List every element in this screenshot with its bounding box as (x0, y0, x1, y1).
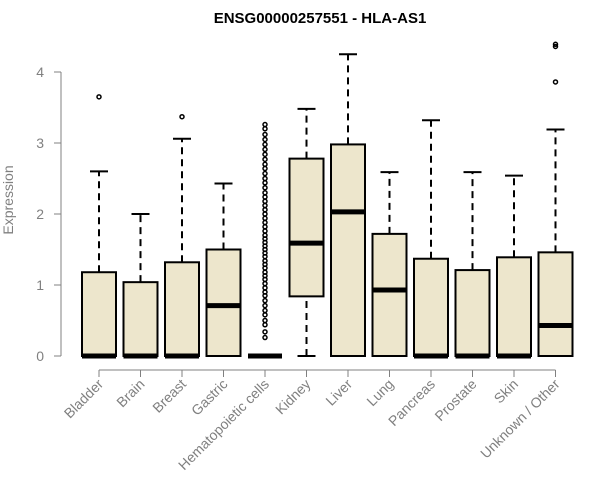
outlier-4-27 (262, 219, 268, 226)
outlier-4-43 (262, 146, 268, 153)
x-tick-label-0: Bladder (61, 376, 107, 422)
outlier-4-17 (262, 258, 268, 264)
outlier-4-40 (262, 161, 268, 168)
box-11 (537, 251, 574, 357)
x-tick-label-11: Unknown / Other (477, 376, 563, 462)
outlier-4-10 (262, 285, 268, 291)
outlier-4-41 (262, 156, 268, 163)
outlier-4-0 (262, 334, 268, 341)
box-group-3 (205, 182, 242, 357)
outlier-4-36 (262, 180, 268, 186)
outlier-4-1 (262, 329, 268, 335)
box-group-2 (164, 113, 200, 359)
box-2 (164, 261, 200, 357)
y-tick-label-2: 2 (36, 206, 44, 222)
outlier-4-48 (262, 121, 268, 128)
outlier-4-5 (262, 307, 268, 314)
chart-title: ENSG00000257551 - HLA-AS1 (214, 10, 427, 27)
plot-area (81, 41, 574, 359)
outlier-4-45 (262, 136, 268, 143)
box-3 (205, 248, 242, 357)
box-group-6 (330, 53, 366, 357)
x-tick-label-2: Breast (149, 376, 189, 416)
outlier-4-24 (262, 232, 268, 239)
box-group-4 (248, 121, 282, 359)
outlier-11-1 (552, 43, 559, 50)
x-tick-label-6: Liver (322, 376, 355, 409)
box-10 (496, 256, 532, 357)
outlier-4-3 (262, 317, 268, 324)
y-axis: 0 1 2 3 4 (36, 64, 62, 364)
y-tick-label-1: 1 (36, 277, 44, 293)
x-tick-label-1: Brain (113, 376, 147, 410)
y-tick-label-4: 4 (36, 64, 44, 80)
box-group-7 (371, 171, 408, 358)
outlier-4-6 (262, 302, 268, 309)
outlier-4-28 (262, 215, 268, 222)
box-group-5 (288, 107, 325, 357)
outlier-4-37 (262, 175, 268, 182)
outlier-4-25 (262, 228, 268, 234)
outlier-4-29 (262, 211, 268, 217)
box-8 (413, 257, 449, 358)
outlier-4-14 (262, 269, 268, 275)
outlier-4-46 (262, 131, 268, 138)
outlier-11-2 (552, 41, 559, 48)
outlier-11-0 (552, 79, 559, 85)
y-axis-title: Expression (0, 165, 16, 234)
outlier-0-0 (96, 94, 102, 100)
box-0 (81, 271, 117, 357)
outlier-4-39 (262, 165, 268, 172)
y-tick-label-3: 3 (36, 135, 44, 151)
box-7 (371, 232, 408, 358)
box-group-11 (537, 41, 574, 357)
box-group-9 (454, 171, 491, 359)
outlier-4-26 (262, 224, 268, 230)
outlier-4-11 (262, 280, 268, 287)
outlier-4-32 (262, 198, 268, 204)
outlier-4-31 (262, 202, 268, 209)
outlier-4-38 (262, 170, 268, 177)
box-group-8 (413, 119, 449, 359)
box-9 (454, 269, 491, 357)
outlier-4-33 (262, 194, 268, 200)
outlier-4-2 (262, 322, 268, 328)
outlier-4-34 (262, 189, 268, 196)
y-tick-label-0: 0 (36, 348, 44, 364)
x-tick-label-10: Skin (491, 376, 522, 407)
x-tick-label-7: Lung (363, 376, 396, 409)
outlier-4-4 (262, 312, 268, 318)
outlier-4-30 (262, 206, 268, 213)
outlier-4-7 (262, 297, 268, 304)
box-group-10 (496, 174, 532, 359)
outlier-4-35 (262, 184, 268, 191)
x-tick-label-5: Kidney (272, 376, 314, 418)
box-1 (122, 281, 159, 357)
box-group-0 (81, 94, 117, 359)
box-group-1 (122, 213, 159, 359)
outlier-4-47 (262, 126, 268, 132)
box-6 (330, 143, 366, 357)
x-tick-label-9: Prostate (431, 376, 479, 424)
outlier-4-44 (262, 141, 268, 148)
box-5 (288, 157, 325, 298)
outlier-2-0 (179, 113, 185, 120)
outlier-4-42 (262, 151, 268, 158)
outlier-4-9 (262, 289, 268, 295)
